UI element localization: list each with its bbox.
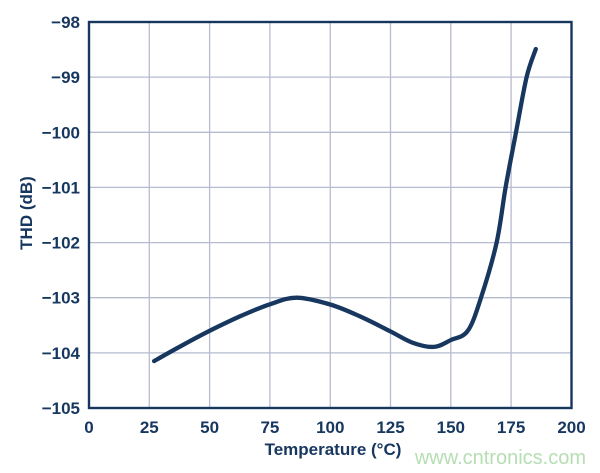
svg-text:−101: −101 [42, 178, 80, 197]
svg-text:175: 175 [497, 418, 525, 437]
svg-text:25: 25 [140, 418, 159, 437]
svg-text:0: 0 [84, 418, 93, 437]
svg-text:Temperature (°C): Temperature (°C) [265, 440, 402, 459]
svg-text:100: 100 [316, 418, 344, 437]
svg-text:200: 200 [557, 418, 585, 437]
svg-text:−100: −100 [42, 123, 80, 142]
svg-text:125: 125 [376, 418, 404, 437]
svg-text:−104: −104 [42, 344, 81, 363]
svg-text:www.cntronics.com: www.cntronics.com [414, 447, 586, 469]
svg-text:−102: −102 [42, 234, 80, 253]
svg-text:−98: −98 [51, 13, 80, 32]
svg-text:75: 75 [260, 418, 279, 437]
svg-text:THD (dB): THD (dB) [17, 176, 36, 250]
svg-text:−103: −103 [42, 289, 80, 308]
svg-text:150: 150 [437, 418, 465, 437]
svg-text:50: 50 [200, 418, 219, 437]
svg-text:−105: −105 [42, 399, 80, 418]
svg-text:−99: −99 [51, 68, 80, 87]
